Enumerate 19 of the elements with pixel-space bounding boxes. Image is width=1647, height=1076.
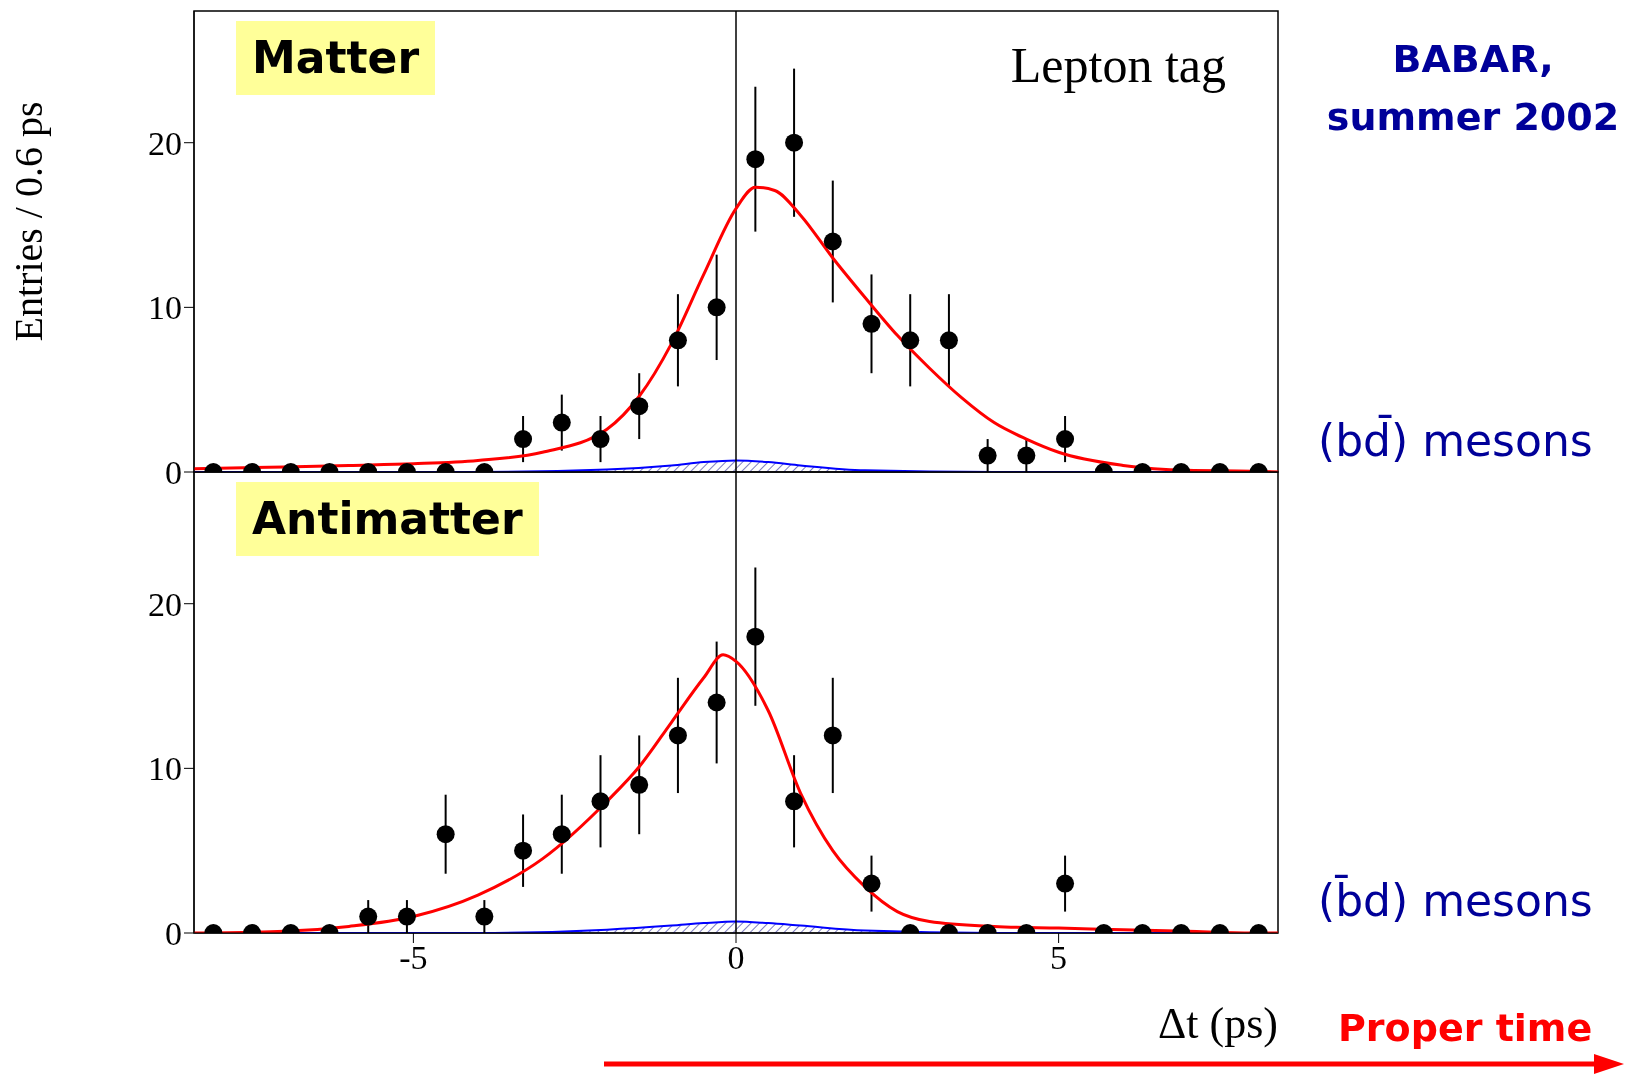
annotation: Antimatter <box>236 482 539 556</box>
x-tick-label: 0 <box>727 939 745 977</box>
y-tick-label: 10 <box>148 750 182 788</box>
text: (b̄d) mesons <box>1318 875 1593 926</box>
x-axis-title: Δt (ps) <box>1158 998 1278 1049</box>
line-series <box>194 185 1278 472</box>
annotation: Lepton tag <box>1010 36 1226 94</box>
x-tick-label: -5 <box>399 939 428 977</box>
y-tick-label: 20 <box>148 585 182 623</box>
y-tick-label: 0 <box>165 454 182 492</box>
y-axis-title: Entries / 0.6 ps <box>6 101 52 342</box>
text: (bd̄) mesons <box>1318 415 1593 466</box>
text: Proper time <box>1338 1006 1593 1050</box>
y-tick-label: 20 <box>148 124 182 162</box>
annotation: Matter <box>236 21 436 95</box>
x-tick-label: 5 <box>1050 939 1068 977</box>
y-tick-label: 0 <box>165 915 182 953</box>
text: BABAR, summer 2002 <box>1325 36 1621 141</box>
y-tick-label: 10 <box>148 289 182 327</box>
